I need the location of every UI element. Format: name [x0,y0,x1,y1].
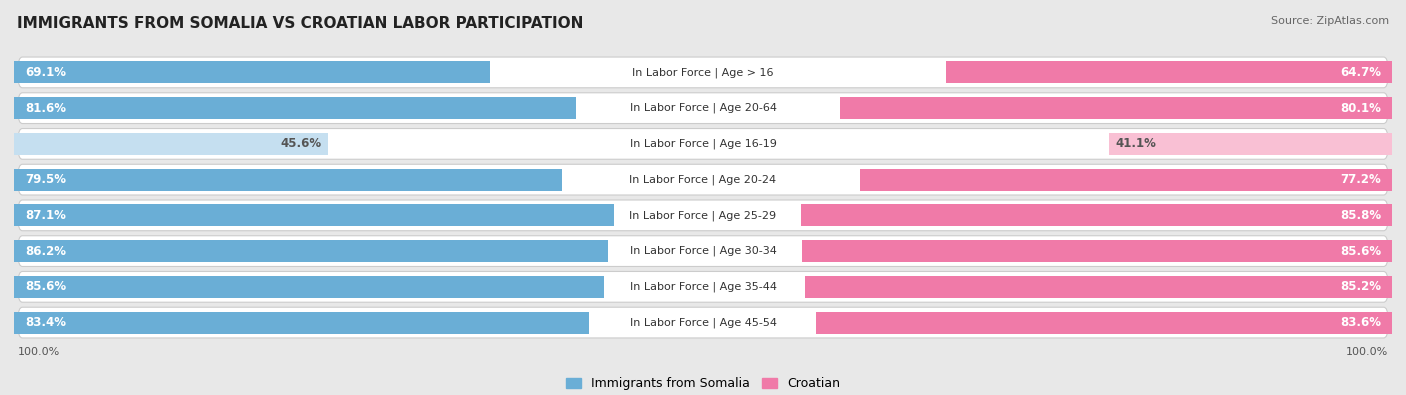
FancyBboxPatch shape [18,200,1388,231]
Text: 85.6%: 85.6% [1340,245,1381,258]
Text: 69.1%: 69.1% [25,66,66,79]
Text: In Labor Force | Age 16-19: In Labor Force | Age 16-19 [630,139,776,149]
Text: In Labor Force | Age > 16: In Labor Force | Age > 16 [633,67,773,78]
Bar [803,240,1392,262]
Text: IMMIGRANTS FROM SOMALIA VS CROATIAN LABOR PARTICIPATION: IMMIGRANTS FROM SOMALIA VS CROATIAN LABO… [17,16,583,31]
Text: 81.6%: 81.6% [25,102,66,115]
Bar [14,240,607,262]
Bar [815,312,1392,334]
Bar [14,61,491,83]
Text: 77.2%: 77.2% [1340,173,1381,186]
Bar [860,169,1392,191]
Text: In Labor Force | Age 25-29: In Labor Force | Age 25-29 [630,210,776,221]
Text: In Labor Force | Age 35-44: In Labor Force | Age 35-44 [630,282,776,292]
Text: In Labor Force | Age 20-24: In Labor Force | Age 20-24 [630,174,776,185]
Text: 79.5%: 79.5% [25,173,66,186]
Text: 80.1%: 80.1% [1340,102,1381,115]
Legend: Immigrants from Somalia, Croatian: Immigrants from Somalia, Croatian [561,372,845,395]
Bar [14,276,603,298]
Bar [14,133,328,155]
Text: 85.8%: 85.8% [1340,209,1381,222]
FancyBboxPatch shape [18,307,1388,338]
Bar [14,97,576,119]
Text: 41.1%: 41.1% [1116,137,1157,150]
Bar [14,204,614,226]
Text: 87.1%: 87.1% [25,209,66,222]
Text: 45.6%: 45.6% [280,137,322,150]
Text: In Labor Force | Age 30-34: In Labor Force | Age 30-34 [630,246,776,256]
FancyBboxPatch shape [18,128,1388,159]
Text: In Labor Force | Age 45-54: In Labor Force | Age 45-54 [630,317,776,328]
FancyBboxPatch shape [18,93,1388,124]
Bar [801,204,1392,226]
Bar [14,312,589,334]
Text: 83.4%: 83.4% [25,316,66,329]
Text: 86.2%: 86.2% [25,245,66,258]
Text: Source: ZipAtlas.com: Source: ZipAtlas.com [1271,16,1389,26]
Text: 64.7%: 64.7% [1340,66,1381,79]
Bar [841,97,1392,119]
Text: 85.6%: 85.6% [25,280,66,293]
Text: In Labor Force | Age 20-64: In Labor Force | Age 20-64 [630,103,776,113]
FancyBboxPatch shape [18,57,1388,88]
Text: 83.6%: 83.6% [1340,316,1381,329]
Text: 100.0%: 100.0% [1346,347,1388,357]
FancyBboxPatch shape [18,271,1388,302]
FancyBboxPatch shape [18,236,1388,267]
Bar [14,169,562,191]
Text: 85.2%: 85.2% [1340,280,1381,293]
Bar [946,61,1392,83]
FancyBboxPatch shape [18,164,1388,195]
Bar [1109,133,1392,155]
Bar [806,276,1392,298]
Text: 100.0%: 100.0% [18,347,60,357]
